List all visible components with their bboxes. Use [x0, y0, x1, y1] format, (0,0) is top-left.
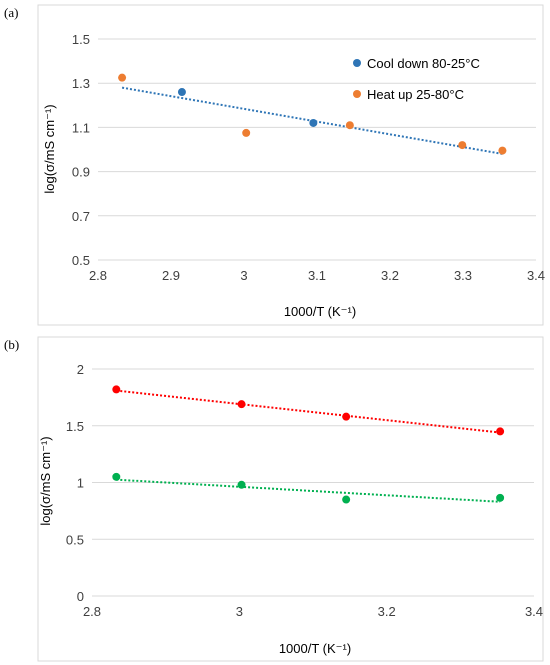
x-tick-label: 2.9	[162, 268, 180, 283]
panel-a-gridlines	[98, 38, 536, 261]
x-tick-label: 2.8	[89, 268, 107, 283]
panel-a-y-ticks: 0.5 0.7 0.9 1.1 1.3 1.5	[72, 32, 90, 268]
panel-b-gridlines	[92, 368, 534, 597]
x-tick-label: 3.1	[308, 268, 326, 283]
x-tick-label: 2.8	[83, 604, 101, 619]
panel-b-y-axis-label: log(σ/mS cm⁻¹)	[38, 436, 53, 525]
data-point	[112, 385, 121, 394]
y-tick-label: 1.3	[72, 76, 90, 91]
legend-marker-cool-down	[353, 59, 361, 67]
data-point	[242, 128, 251, 137]
x-tick-label: 3.2	[378, 604, 396, 619]
y-tick-label: 0.9	[72, 165, 90, 180]
data-point	[237, 480, 246, 489]
data-point	[458, 141, 467, 150]
y-tick-label: 0.5	[66, 532, 84, 547]
panel-b-x-axis-label: 1000/T (K⁻¹)	[279, 641, 351, 656]
data-point	[496, 427, 505, 436]
y-tick-label: 0.5	[72, 253, 90, 268]
panel-a-y-axis-label: log(σ/mS cm⁻¹)	[42, 104, 57, 193]
data-point	[237, 400, 246, 409]
legend-label-cool-down: Cool down 80-25°C	[367, 56, 480, 71]
legend-label-heat-up: Heat up 25-80°C	[367, 87, 464, 102]
x-tick-label: 3.4	[527, 268, 545, 283]
panel-b: (b) 0 0.5 1 1.5 2 2.8 3 3.2 3.4 1000/T (K⁻¹) lo…	[4, 336, 544, 662]
panel-b-points	[112, 385, 505, 504]
panel-b-y-ticks: 0 0.5 1 1.5 2	[66, 362, 84, 604]
x-tick-label: 3.4	[525, 604, 543, 619]
y-tick-label: 1	[77, 476, 84, 491]
data-point	[498, 146, 507, 155]
data-point	[496, 493, 505, 502]
data-point	[118, 73, 127, 82]
x-tick-label: 3	[236, 604, 243, 619]
panel-a-x-ticks: 2.8 2.9 3 3.1 3.2 3.3 3.4	[89, 268, 545, 283]
data-point	[309, 118, 318, 127]
x-tick-label: 3.3	[454, 268, 472, 283]
x-tick-label: 3	[240, 268, 247, 283]
y-tick-label: 1.5	[72, 32, 90, 47]
data-point	[345, 121, 354, 130]
panel-b-frame	[37, 336, 544, 662]
trendline	[116, 389, 501, 434]
data-point	[342, 495, 351, 504]
panel-a-frame	[37, 4, 544, 326]
data-point	[342, 412, 351, 421]
y-tick-label: 1.5	[66, 419, 84, 434]
y-tick-label: 0	[77, 589, 84, 604]
y-tick-label: 1.1	[72, 120, 90, 135]
panel-b-label: (b)	[4, 337, 19, 352]
panel-b-x-ticks: 2.8 3 3.2 3.4	[83, 604, 543, 619]
y-tick-label: 2	[77, 362, 84, 377]
data-point	[112, 472, 121, 481]
panel-b-trendlines	[116, 389, 501, 503]
panel-a-x-axis-label: 1000/T (K⁻¹)	[284, 304, 356, 319]
panel-a-points	[118, 73, 507, 155]
legend-marker-heat-up	[353, 90, 361, 98]
panel-a-legend: Cool down 80-25°C Heat up 25-80°C	[353, 56, 480, 102]
y-tick-label: 0.7	[72, 209, 90, 224]
panel-a-label: (a)	[4, 5, 18, 20]
panel-a: (a) 0.5 0.7 0.9 1.1 1.3 1.5 2.8 2.9 3 3.1 3.2 3.3 3…	[4, 4, 545, 326]
x-tick-label: 3.2	[381, 268, 399, 283]
trendline	[116, 478, 501, 503]
data-point	[177, 88, 186, 97]
